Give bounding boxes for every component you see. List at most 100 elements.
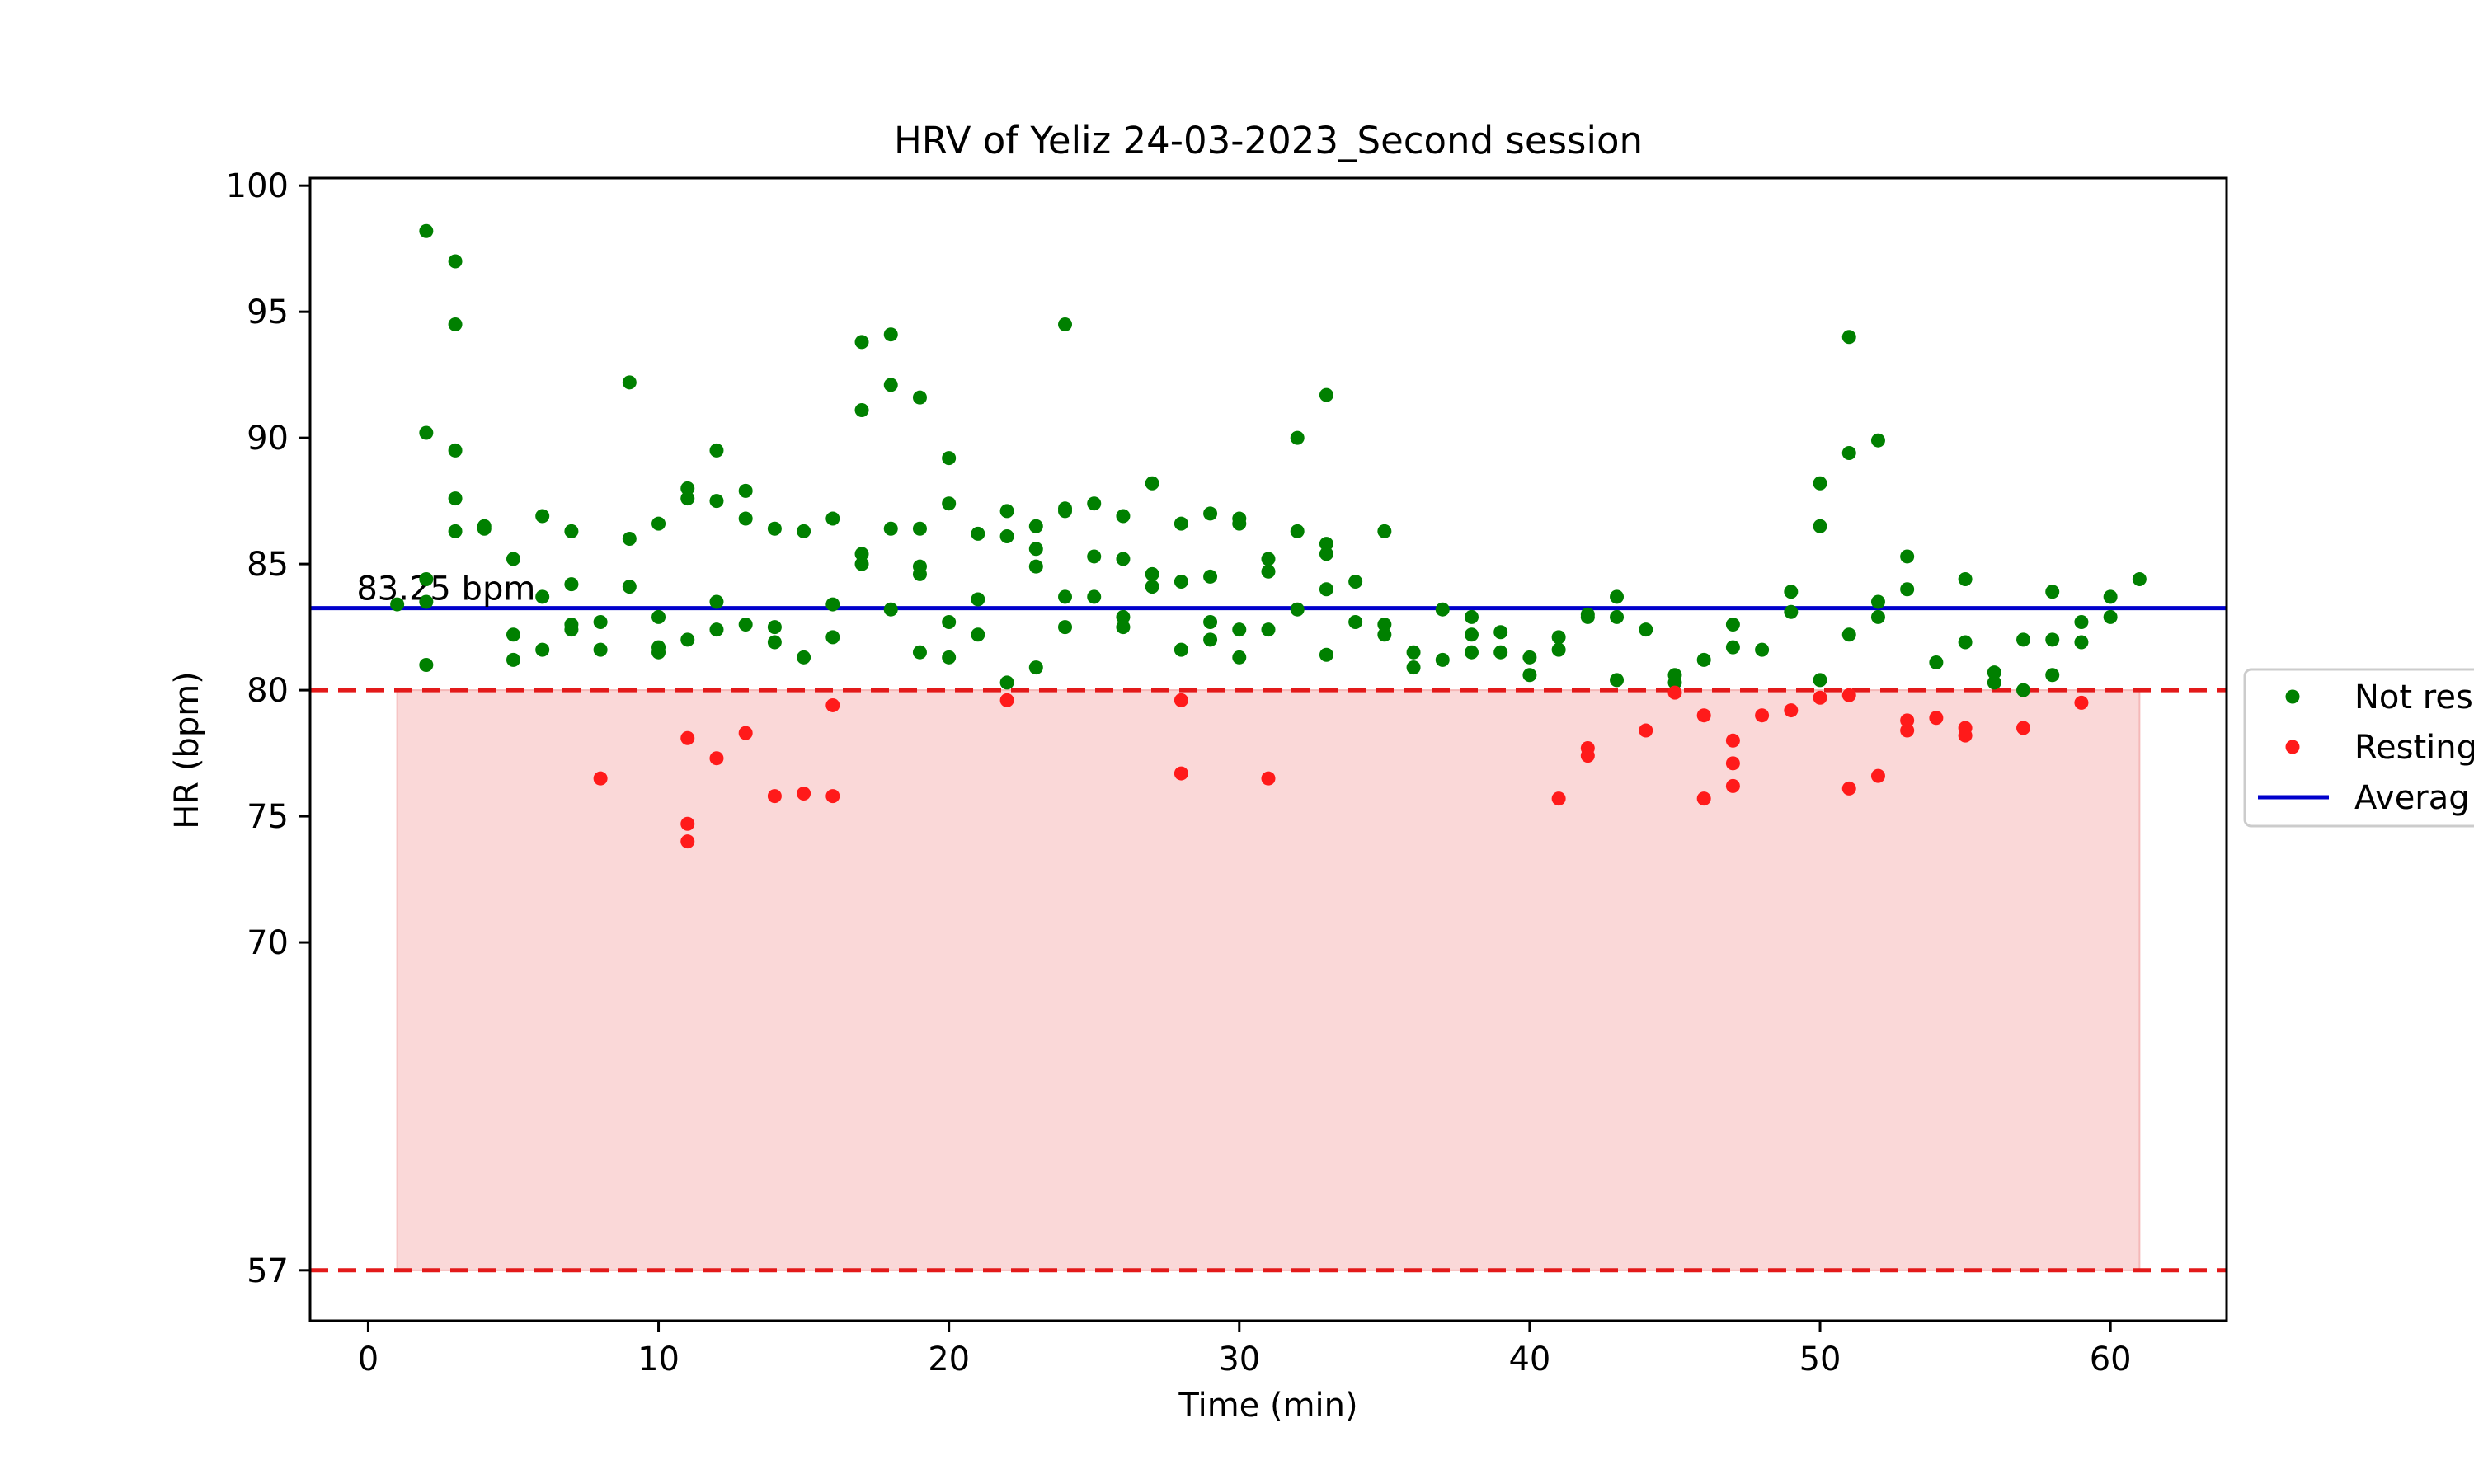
not-resting-point — [1145, 580, 1159, 594]
not-resting-point — [1116, 509, 1131, 524]
resting-point — [680, 730, 695, 745]
x-axis-label: Time (min) — [1178, 1387, 1357, 1425]
not-resting-point — [1116, 552, 1131, 566]
not-resting-point — [1319, 547, 1333, 561]
not-resting-point — [419, 223, 434, 238]
x-tick-label: 10 — [637, 1341, 680, 1378]
not-resting-point — [448, 524, 463, 538]
not-resting-point — [1261, 564, 1276, 579]
legend-label-average: Averag — [2354, 779, 2470, 817]
not-resting-point — [506, 552, 520, 566]
not-resting-point — [564, 577, 579, 592]
not-resting-point — [1290, 602, 1305, 617]
not-resting-point — [709, 622, 724, 637]
not-resting-point — [1406, 660, 1421, 675]
not-resting-point — [797, 524, 811, 538]
not-resting-point — [1203, 632, 1218, 647]
not-resting-point — [1464, 645, 1479, 660]
not-resting-point — [506, 652, 520, 667]
resting-point — [2074, 695, 2089, 710]
not-resting-point — [1696, 652, 1711, 667]
not-resting-point — [1319, 582, 1333, 597]
not-resting-point — [1203, 506, 1218, 521]
not-resting-point — [1464, 609, 1479, 624]
not-resting-point — [1058, 504, 1073, 519]
not-resting-point — [1028, 519, 1043, 533]
not-resting-point — [1406, 645, 1421, 660]
x-tick-label: 20 — [928, 1341, 970, 1378]
not-resting-point — [1610, 589, 1625, 604]
not-resting-point — [999, 504, 1014, 519]
not-resting-point — [1987, 675, 2001, 690]
not-resting-point — [651, 645, 666, 660]
not-resting-point — [854, 402, 869, 417]
not-resting-point — [1551, 642, 1566, 657]
not-resting-point — [1725, 640, 1740, 655]
not-resting-point — [1870, 594, 1885, 609]
resting-point — [709, 751, 724, 766]
not-resting-point — [448, 491, 463, 506]
not-resting-point — [1522, 650, 1537, 665]
not-resting-point — [1667, 675, 1682, 690]
not-resting-point — [680, 632, 695, 647]
resting-point — [680, 816, 695, 831]
not-resting-point — [2045, 632, 2060, 647]
not-resting-point — [738, 511, 753, 526]
not-resting-point — [1028, 559, 1043, 574]
not-resting-point — [680, 491, 695, 506]
not-resting-point — [1435, 602, 1450, 617]
resting-point — [825, 697, 840, 712]
not-resting-point — [1058, 620, 1073, 635]
not-resting-point — [1203, 569, 1218, 584]
not-resting-point — [1377, 627, 1392, 642]
not-resting-point — [1145, 476, 1159, 491]
not-resting-point — [1290, 430, 1305, 445]
not-resting-point — [1870, 609, 1885, 624]
not-resting-point — [942, 451, 957, 466]
not-resting-point — [448, 443, 463, 458]
legend: Not res Resting Averag — [2243, 668, 2474, 828]
not-resting-point — [1435, 652, 1450, 667]
not-resting-point — [1958, 571, 1973, 586]
y-tick-label: 80 — [247, 672, 289, 710]
not-resting-point — [1116, 609, 1131, 624]
not-resting-point — [1551, 630, 1566, 645]
not-resting-point — [1725, 618, 1740, 632]
not-resting-point — [622, 532, 637, 547]
resting-point — [1667, 685, 1682, 700]
not-resting-point — [564, 524, 579, 538]
not-resting-point — [390, 597, 405, 612]
not-resting-point — [419, 658, 434, 673]
not-resting-point — [883, 327, 898, 342]
resting-point — [1639, 723, 1653, 738]
not-resting-point — [535, 589, 550, 604]
resting-point — [797, 787, 811, 801]
not-resting-point — [854, 556, 869, 571]
not-resting-point — [1348, 614, 1363, 629]
x-tick-label: 50 — [1799, 1341, 1841, 1378]
not-resting-point — [1145, 566, 1159, 581]
not-resting-point — [1755, 642, 1770, 657]
resting-point — [1813, 690, 1827, 705]
resting-point — [1725, 756, 1740, 771]
resting-point — [1174, 766, 1188, 781]
not-resting-point — [1087, 589, 1102, 604]
not-resting-point — [1348, 575, 1363, 589]
not-resting-point — [854, 335, 869, 350]
not-resting-point — [971, 526, 985, 541]
not-resting-point — [448, 317, 463, 331]
x-tick-label: 60 — [2090, 1341, 2132, 1378]
resting-point — [1784, 703, 1799, 718]
not-resting-point — [709, 494, 724, 509]
not-resting-point — [622, 580, 637, 594]
not-resting-point — [883, 521, 898, 536]
not-resting-point — [797, 650, 811, 665]
not-resting-point — [2074, 614, 2089, 629]
not-resting-point — [825, 511, 840, 526]
not-resting-point — [1493, 645, 1508, 660]
not-resting-point — [419, 571, 434, 586]
resting-point — [1870, 768, 1885, 783]
not-resting-point — [1610, 673, 1625, 688]
resting-point — [1725, 733, 1740, 748]
not-resting-point — [767, 521, 782, 536]
